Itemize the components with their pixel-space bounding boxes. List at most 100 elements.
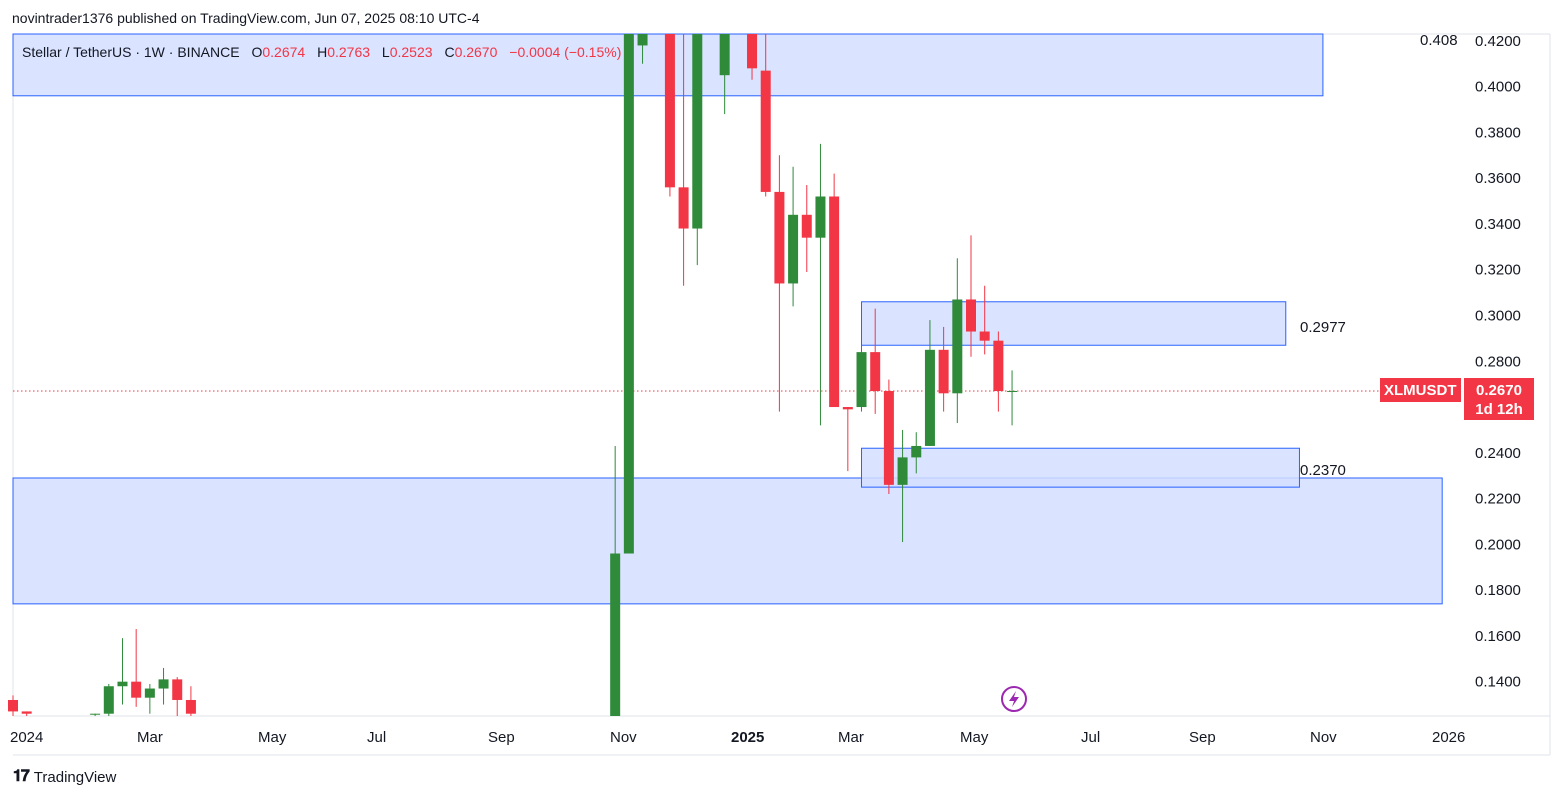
candle-10 xyxy=(610,445,621,716)
x-tick-label: Sep xyxy=(1189,729,1216,746)
candle-body xyxy=(103,686,114,714)
y-tick-label: 0.2400 xyxy=(1475,445,1521,462)
candle-32 xyxy=(952,258,963,424)
candle-body xyxy=(158,679,169,689)
candle-30 xyxy=(924,320,935,446)
publish-info: novintrader1376 published on TradingView… xyxy=(12,10,480,26)
candle-body xyxy=(966,299,976,332)
top-axis-extra-label: 0.408 xyxy=(1420,32,1458,49)
candle-19 xyxy=(774,155,785,412)
y-tick-label: 0.3600 xyxy=(1475,170,1521,187)
current-price: 0.2670 xyxy=(1476,382,1522,399)
candle-15 xyxy=(692,34,703,266)
candle-body xyxy=(623,34,634,554)
candle-20 xyxy=(788,166,799,307)
x-tick-label: May xyxy=(258,729,287,746)
candle-body xyxy=(801,214,812,238)
x-tick-label: 2026 xyxy=(1432,729,1465,746)
lightning-icon-circle xyxy=(1001,686,1027,712)
x-tick-label: 2024 xyxy=(10,729,43,746)
candle-body xyxy=(1007,391,1018,393)
y-tick-label: 0.4200 xyxy=(1475,33,1521,50)
candle-4 xyxy=(117,638,128,705)
candle-7 xyxy=(158,667,169,705)
legend-change: −0.0004 (−0.15%) xyxy=(509,44,622,60)
lightning-icon-bolt xyxy=(1009,691,1019,707)
candle-body xyxy=(815,196,826,238)
candle-body xyxy=(952,299,963,394)
candle-body xyxy=(870,352,881,392)
legend-close-label: C xyxy=(444,44,455,60)
candle-12 xyxy=(637,34,648,64)
candle-body xyxy=(938,349,949,394)
symbol-legend: Stellar / TetherUS · 1W · BINANCE O0.267… xyxy=(22,44,621,60)
y-tick-label: 0.1400 xyxy=(1475,674,1521,691)
candle-6 xyxy=(144,683,155,714)
candle-body xyxy=(788,214,799,284)
candle-13 xyxy=(664,34,675,197)
y-tick-label: 0.4000 xyxy=(1475,79,1521,96)
candle-body xyxy=(911,445,922,458)
candle-body xyxy=(719,34,730,76)
x-tick-label: Mar xyxy=(137,729,163,746)
candle-36 xyxy=(1007,370,1018,426)
candle-body xyxy=(172,679,183,700)
zone-3 xyxy=(861,447,1300,488)
candle-body xyxy=(747,34,758,69)
candle-body xyxy=(924,349,935,446)
candle-3 xyxy=(103,683,114,716)
candle-body xyxy=(637,34,648,46)
candle-24 xyxy=(842,407,853,472)
candle-22 xyxy=(815,143,826,426)
y-tick-label: 0.3000 xyxy=(1475,307,1521,324)
candle-body xyxy=(8,699,18,712)
legend-symbol: Stellar / TetherUS · 1W · BINANCE xyxy=(22,44,240,60)
candle-14 xyxy=(678,34,689,286)
legend-high-label: H xyxy=(317,44,328,60)
zone-label-upper: 0.2977 xyxy=(1300,319,1346,336)
candle-body xyxy=(610,553,621,716)
lightning-icon xyxy=(1001,686,1027,712)
candle-body xyxy=(993,340,1004,392)
candle-8 xyxy=(172,677,183,716)
candle-1 xyxy=(21,711,32,716)
candle-17 xyxy=(747,34,758,80)
candle-33 xyxy=(966,235,976,357)
legend-high: 0.2763 xyxy=(327,44,371,60)
candle-body xyxy=(131,681,142,698)
zone-label-lower: 0.2370 xyxy=(1300,462,1346,479)
zone-2 xyxy=(861,301,1287,346)
y-tick-label: 0.2800 xyxy=(1475,353,1521,370)
current-price-tag: 0.2670 1d 12h xyxy=(1464,378,1534,420)
candle-body xyxy=(144,688,155,698)
candlestick-chart[interactable]: 0.1400 0.1600 0.1800 0.2000 0.2200 0.2400 0.26… xyxy=(0,0,1563,760)
y-tick-label: 0.3200 xyxy=(1475,262,1521,279)
candle-body xyxy=(117,681,128,687)
x-tick-label: May xyxy=(960,729,989,746)
candle-body xyxy=(842,407,853,410)
candle-27 xyxy=(883,379,894,495)
candle-body xyxy=(883,391,894,485)
x-tick-label: Nov xyxy=(610,729,637,746)
candle-body xyxy=(664,34,675,188)
legend-open: 0.2674 xyxy=(262,44,306,60)
x-tick-label: Nov xyxy=(1310,729,1337,746)
legend-low-label: L xyxy=(381,44,390,60)
candle-body xyxy=(21,711,32,714)
candle-31 xyxy=(938,326,949,412)
tradingview-brand[interactable]: 𝟏𝟕 TradingView xyxy=(13,768,116,786)
candle-28 xyxy=(897,429,908,543)
bar-countdown: 1d 12h xyxy=(1475,401,1523,418)
candle-body xyxy=(897,457,908,485)
brand-name: TradingView xyxy=(33,768,117,786)
candle-34 xyxy=(979,285,990,355)
candle-body xyxy=(185,699,196,714)
candle-body xyxy=(678,187,689,229)
candle-2 xyxy=(90,713,101,716)
candle-21 xyxy=(801,185,812,273)
tradingview-logo-icon: 𝟏𝟕 xyxy=(13,768,30,785)
y-tick-label: 0.2200 xyxy=(1475,491,1521,508)
x-tick-label: Sep xyxy=(488,729,515,746)
candle-body xyxy=(692,34,703,229)
candle-body xyxy=(979,331,990,341)
